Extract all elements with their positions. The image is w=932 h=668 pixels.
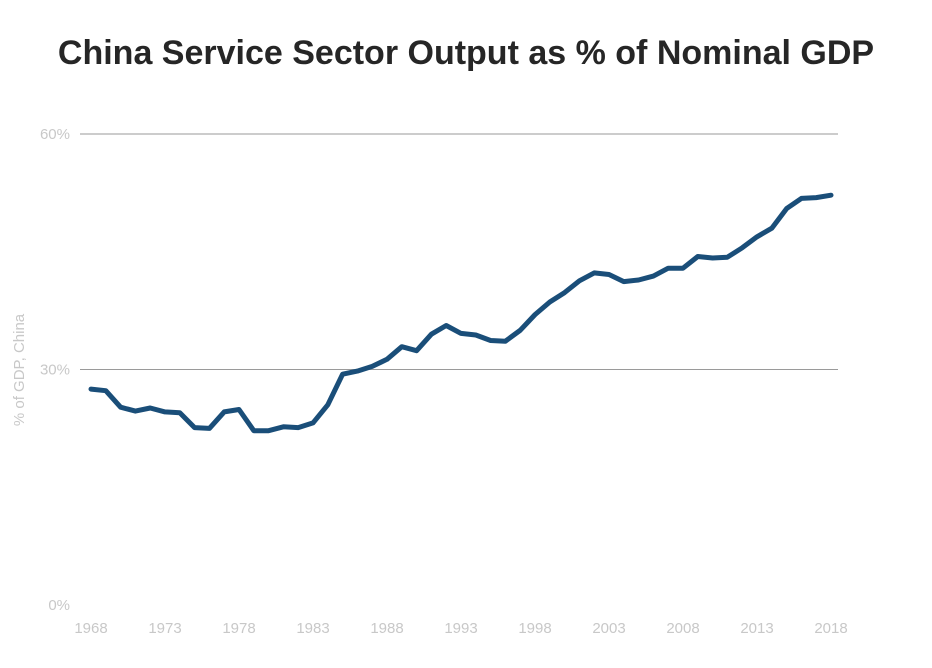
y-tick-label: 30%	[40, 362, 70, 379]
x-tick-label: 2008	[666, 620, 699, 637]
x-tick-label: 1993	[444, 620, 477, 637]
x-tick-label: 1968	[74, 620, 107, 637]
y-tick-label: 0%	[48, 597, 70, 614]
chart-title: China Service Sector Output as % of Nomi…	[57, 34, 875, 72]
x-tick-label: 1978	[222, 620, 255, 637]
y-axis-label: % of GDP, China	[11, 313, 28, 426]
x-tick-label: 2003	[592, 620, 625, 637]
series-line	[88, 192, 834, 434]
x-tick-label: 1988	[370, 620, 403, 637]
x-tick-label: 2013	[740, 620, 773, 637]
x-tick-label: 2018	[814, 620, 847, 637]
x-tick-label: 1973	[148, 620, 181, 637]
x-tick-label: 1983	[296, 620, 329, 637]
x-tick-label: 1998	[518, 620, 551, 637]
y-tick-label: 60%	[40, 126, 70, 143]
